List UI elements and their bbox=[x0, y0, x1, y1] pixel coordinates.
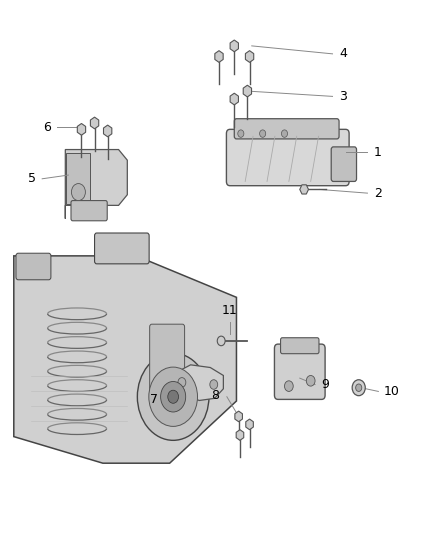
Text: 4: 4 bbox=[339, 47, 347, 60]
Text: 10: 10 bbox=[384, 385, 400, 398]
Circle shape bbox=[352, 379, 365, 395]
Text: 11: 11 bbox=[222, 304, 238, 317]
Circle shape bbox=[238, 130, 244, 138]
Polygon shape bbox=[78, 124, 85, 135]
Polygon shape bbox=[14, 256, 237, 463]
FancyBboxPatch shape bbox=[150, 324, 184, 393]
Polygon shape bbox=[103, 125, 112, 137]
Text: 3: 3 bbox=[339, 90, 347, 103]
Polygon shape bbox=[236, 430, 244, 440]
Circle shape bbox=[260, 130, 266, 138]
FancyBboxPatch shape bbox=[16, 253, 51, 280]
Polygon shape bbox=[300, 185, 308, 194]
Circle shape bbox=[149, 367, 198, 426]
Text: 9: 9 bbox=[321, 378, 329, 391]
Circle shape bbox=[161, 382, 186, 412]
FancyBboxPatch shape bbox=[275, 344, 325, 399]
Circle shape bbox=[217, 336, 225, 346]
Text: 5: 5 bbox=[28, 172, 35, 185]
Circle shape bbox=[168, 390, 179, 403]
FancyBboxPatch shape bbox=[281, 338, 319, 354]
Circle shape bbox=[282, 130, 288, 138]
FancyBboxPatch shape bbox=[226, 130, 349, 185]
Polygon shape bbox=[169, 365, 223, 400]
FancyBboxPatch shape bbox=[66, 154, 90, 204]
Polygon shape bbox=[246, 419, 253, 430]
Circle shape bbox=[306, 375, 315, 386]
Polygon shape bbox=[90, 117, 99, 129]
Circle shape bbox=[71, 183, 85, 200]
Text: 8: 8 bbox=[211, 389, 219, 402]
FancyBboxPatch shape bbox=[95, 233, 149, 264]
Polygon shape bbox=[230, 40, 238, 52]
Text: 6: 6 bbox=[43, 120, 51, 134]
Polygon shape bbox=[245, 51, 254, 62]
Circle shape bbox=[285, 381, 293, 391]
Text: 7: 7 bbox=[150, 393, 158, 406]
Polygon shape bbox=[230, 93, 238, 105]
Polygon shape bbox=[243, 85, 251, 97]
Polygon shape bbox=[215, 51, 223, 62]
Circle shape bbox=[210, 379, 218, 389]
FancyBboxPatch shape bbox=[71, 200, 107, 221]
Text: 2: 2 bbox=[374, 187, 382, 200]
FancyBboxPatch shape bbox=[331, 147, 357, 181]
FancyBboxPatch shape bbox=[234, 119, 339, 139]
Polygon shape bbox=[65, 150, 127, 219]
Text: 1: 1 bbox=[374, 146, 382, 159]
Circle shape bbox=[138, 353, 209, 440]
Polygon shape bbox=[235, 411, 242, 422]
Circle shape bbox=[178, 377, 186, 387]
Circle shape bbox=[356, 384, 362, 391]
